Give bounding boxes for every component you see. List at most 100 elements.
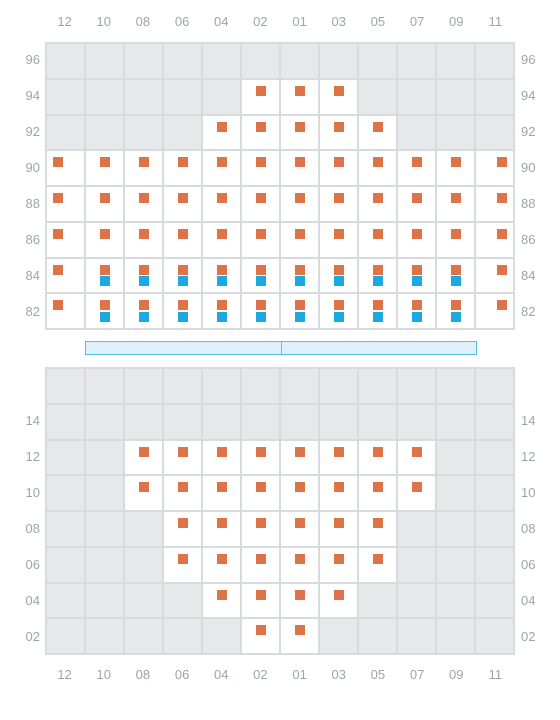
seat-cell[interactable] [241, 440, 280, 476]
seat-cell[interactable] [85, 258, 124, 294]
seat-cell[interactable] [85, 186, 124, 222]
seat-cell[interactable] [436, 186, 475, 222]
seat-cell[interactable] [358, 186, 397, 222]
seat-cell[interactable] [280, 222, 319, 258]
seat-cell[interactable] [124, 293, 163, 329]
seat-cell[interactable] [436, 222, 475, 258]
seat-cell[interactable] [358, 293, 397, 329]
seat-cell[interactable] [475, 150, 514, 186]
seat-cell[interactable] [124, 440, 163, 476]
seat-cell[interactable] [319, 475, 358, 511]
seat-cell[interactable] [280, 547, 319, 583]
seat-cell[interactable] [319, 150, 358, 186]
seat-cell[interactable] [241, 79, 280, 115]
seat-cell[interactable] [124, 475, 163, 511]
seat-cell[interactable] [163, 293, 202, 329]
seat-cell[interactable] [397, 186, 436, 222]
seat-cell[interactable] [319, 115, 358, 151]
seat-cell[interactable] [241, 618, 280, 654]
seat-cell[interactable] [280, 258, 319, 294]
seat-cell[interactable] [163, 222, 202, 258]
seat-cell[interactable] [85, 150, 124, 186]
seat-cell[interactable] [46, 258, 85, 294]
seat-cell[interactable] [202, 547, 241, 583]
seat-cell[interactable] [475, 258, 514, 294]
seat-cell[interactable] [358, 511, 397, 547]
seat-cell[interactable] [163, 547, 202, 583]
seat-cell[interactable] [280, 583, 319, 619]
seat-cell[interactable] [46, 222, 85, 258]
seat-cell[interactable] [85, 293, 124, 329]
seat-cell[interactable] [241, 511, 280, 547]
seat-cell[interactable] [202, 150, 241, 186]
seat-cell[interactable] [280, 186, 319, 222]
seat-cell[interactable] [358, 475, 397, 511]
seat-cell[interactable] [241, 186, 280, 222]
seat-cell[interactable] [397, 293, 436, 329]
seat-cell[interactable] [241, 150, 280, 186]
seat-cell[interactable] [280, 115, 319, 151]
seat-cell[interactable] [163, 475, 202, 511]
seat-cell[interactable] [124, 258, 163, 294]
seat-cell[interactable] [202, 475, 241, 511]
seat-cell[interactable] [163, 258, 202, 294]
seat-cell[interactable] [163, 150, 202, 186]
seat-cell[interactable] [163, 440, 202, 476]
seat-cell[interactable] [163, 186, 202, 222]
seat-cell[interactable] [241, 258, 280, 294]
seat-cell[interactable] [241, 222, 280, 258]
seat-cell[interactable] [202, 440, 241, 476]
seat-cell[interactable] [124, 150, 163, 186]
seat-cell[interactable] [397, 222, 436, 258]
seat-cell[interactable] [202, 258, 241, 294]
seat-cell[interactable] [319, 293, 358, 329]
seat-cell[interactable] [319, 583, 358, 619]
seat-cell[interactable] [280, 440, 319, 476]
seat-cell[interactable] [358, 547, 397, 583]
seat-cell[interactable] [241, 583, 280, 619]
seat-cell[interactable] [397, 258, 436, 294]
seat-cell[interactable] [46, 186, 85, 222]
seat-cell[interactable] [280, 618, 319, 654]
seat-cell[interactable] [241, 475, 280, 511]
seat-cell[interactable] [241, 115, 280, 151]
seat-cell[interactable] [124, 186, 163, 222]
seat-cell[interactable] [319, 440, 358, 476]
seat-cell[interactable] [202, 222, 241, 258]
seat-cell[interactable] [124, 222, 163, 258]
seat-cell[interactable] [202, 583, 241, 619]
seat-cell[interactable] [280, 511, 319, 547]
seat-cell[interactable] [202, 115, 241, 151]
seat-cell[interactable] [46, 150, 85, 186]
seat-cell[interactable] [202, 293, 241, 329]
seat-cell[interactable] [241, 547, 280, 583]
seat-cell[interactable] [436, 258, 475, 294]
seat-cell[interactable] [202, 511, 241, 547]
seat-cell[interactable] [397, 440, 436, 476]
seat-cell[interactable] [436, 150, 475, 186]
seat-cell[interactable] [319, 547, 358, 583]
seat-cell[interactable] [397, 150, 436, 186]
seat-cell[interactable] [319, 79, 358, 115]
seat-cell[interactable] [358, 150, 397, 186]
seat-cell[interactable] [358, 222, 397, 258]
seat-cell[interactable] [241, 293, 280, 329]
seat-cell[interactable] [397, 475, 436, 511]
seat-cell[interactable] [163, 511, 202, 547]
seat-cell[interactable] [475, 293, 514, 329]
seat-cell[interactable] [280, 150, 319, 186]
seat-cell[interactable] [475, 222, 514, 258]
seat-cell[interactable] [319, 222, 358, 258]
seat-cell[interactable] [358, 115, 397, 151]
seat-cell[interactable] [46, 293, 85, 329]
seat-cell[interactable] [280, 475, 319, 511]
seat-cell[interactable] [436, 293, 475, 329]
seat-cell[interactable] [319, 511, 358, 547]
seat-cell[interactable] [475, 186, 514, 222]
seat-cell[interactable] [202, 186, 241, 222]
seat-cell[interactable] [280, 79, 319, 115]
seat-cell[interactable] [85, 222, 124, 258]
seat-cell[interactable] [280, 293, 319, 329]
seat-cell[interactable] [319, 258, 358, 294]
seat-cell[interactable] [358, 440, 397, 476]
